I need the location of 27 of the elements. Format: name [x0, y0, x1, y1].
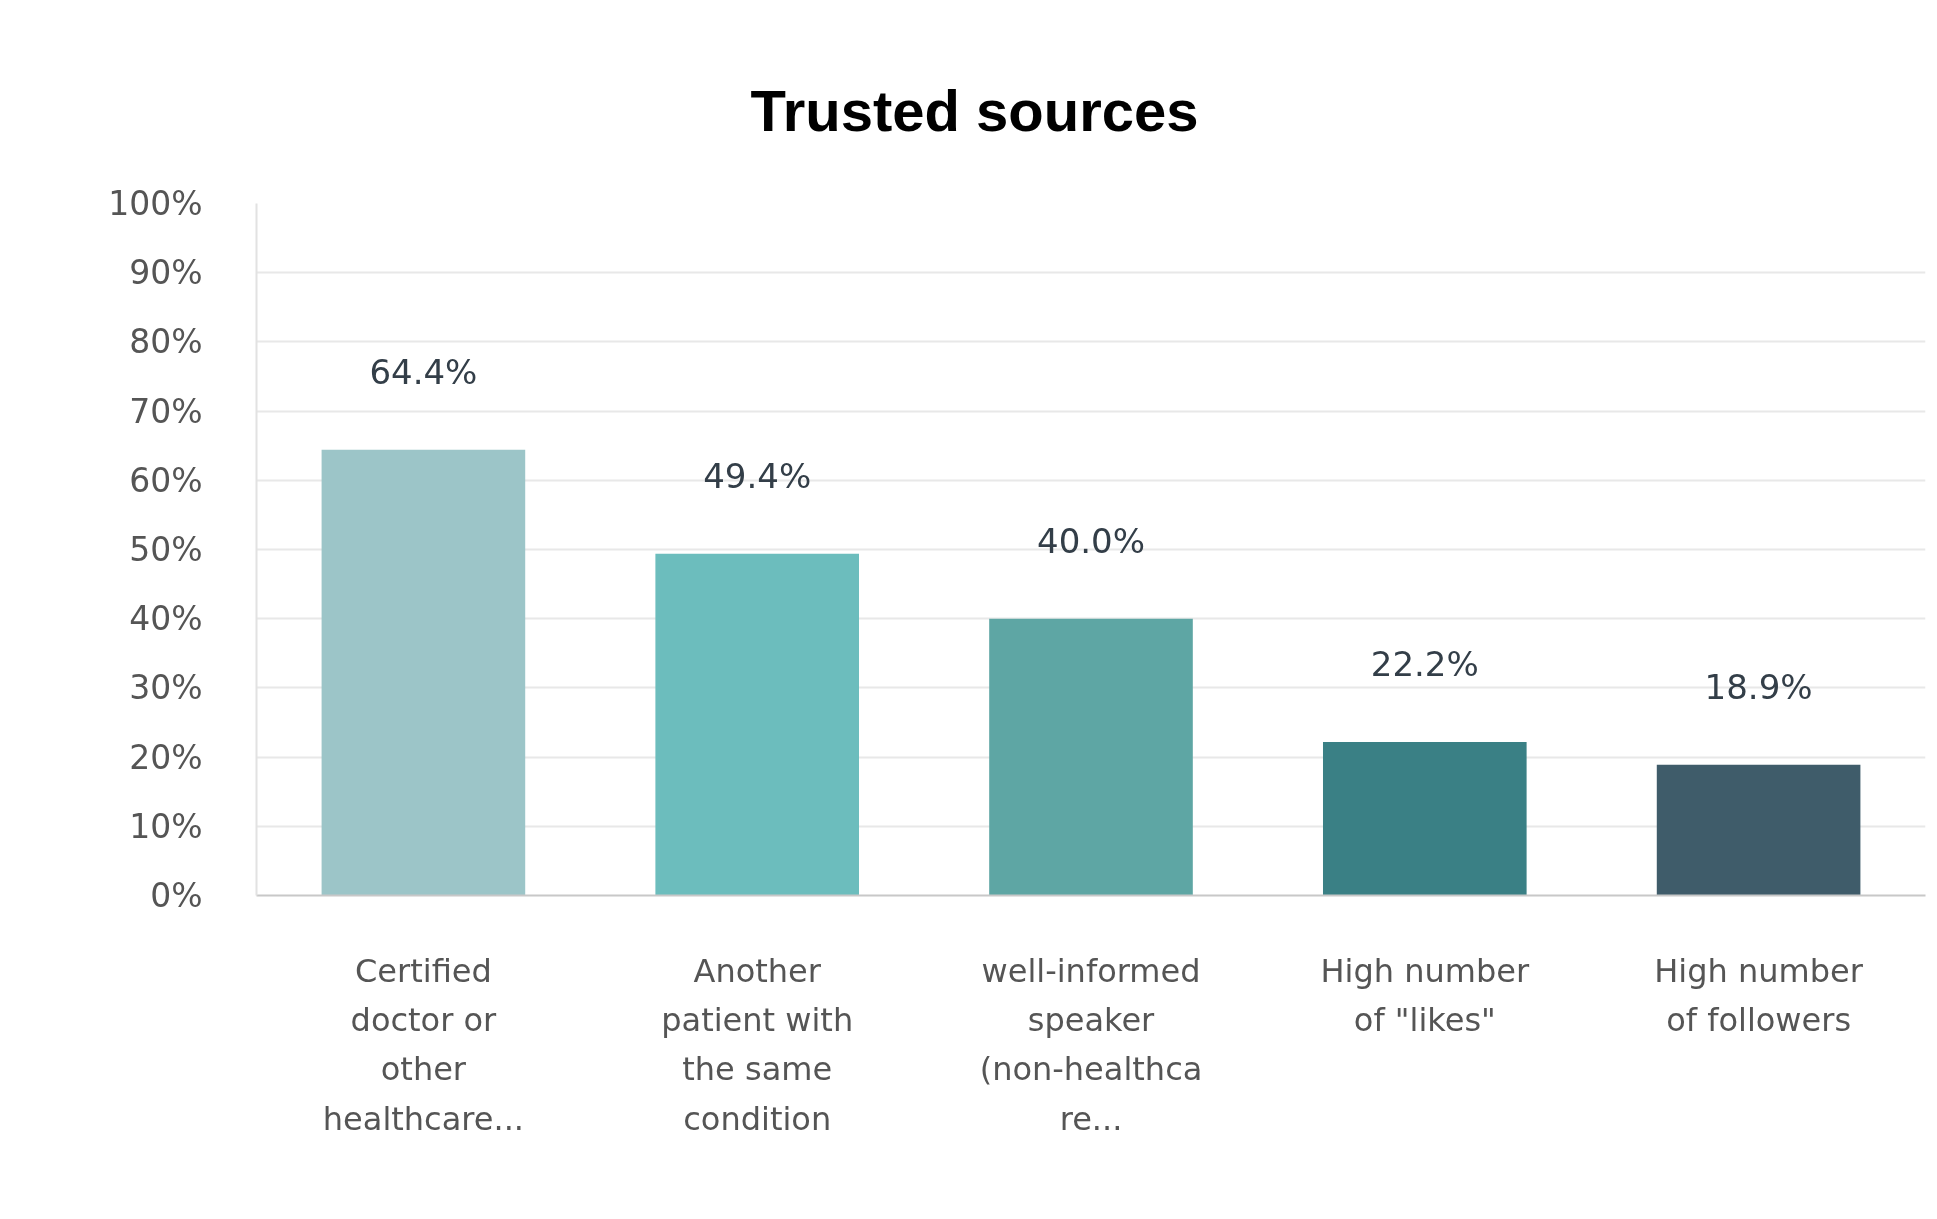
bar [1322, 741, 1527, 896]
y-tick-label: 70% [129, 391, 203, 431]
chart-title: Trusted sources [750, 77, 1199, 143]
data-label: 18.9% [1704, 666, 1813, 707]
y-tick-label: 50% [129, 530, 203, 569]
y-tick-label: 40% [129, 599, 203, 639]
bar [655, 553, 860, 896]
data-label: 64.4% [369, 351, 478, 392]
y-tick-label: 100% [108, 184, 203, 223]
y-tick-label: 90% [129, 253, 203, 293]
x-tick-label: High number of "likes" [1320, 951, 1530, 1039]
data-label: 49.4% [703, 455, 812, 496]
bar [989, 618, 1193, 896]
y-tick-label: 60% [129, 460, 203, 500]
y-tick-label: 10% [129, 806, 203, 846]
y-tick-label: 0% [150, 876, 203, 915]
x-tick-label: Another patient with the same condition [661, 951, 854, 1138]
data-label: 22.2% [1370, 643, 1479, 684]
x-tick-label: Certified doctor or other healthcare... [322, 951, 524, 1138]
y-tick-label: 20% [129, 737, 203, 777]
bar [321, 449, 526, 896]
data-label: 40.0% [1037, 520, 1146, 561]
y-tick-label: 30% [129, 668, 203, 708]
x-tick-label: High number of followers [1654, 951, 1864, 1039]
y-tick-label: 80% [129, 322, 203, 362]
bar [1656, 764, 1861, 896]
x-tick-label: well-informed speaker (non-healthca re... [979, 951, 1203, 1138]
